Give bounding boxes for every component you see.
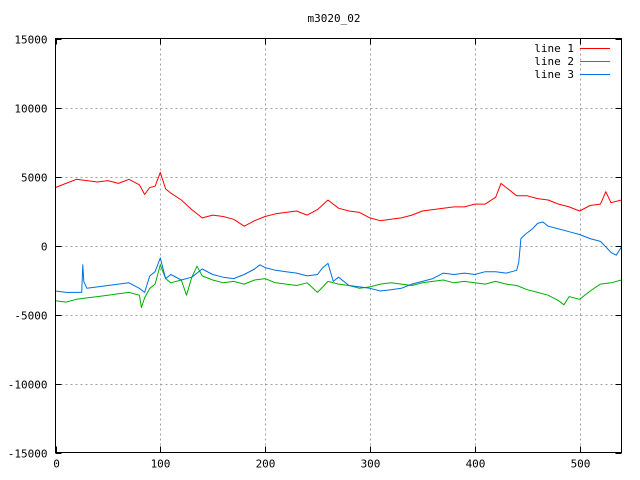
x-tick-label: 0	[53, 458, 60, 471]
y-tick-label: 15000	[14, 34, 47, 47]
series-line-2	[55, 264, 622, 309]
x-tick-label: 500	[571, 458, 591, 471]
legend-label: line 2	[534, 55, 574, 68]
tick-layer: 0 100 200 300 400 500 -15000 -10000 -5000 0 5000 10…	[8, 34, 622, 471]
plot-frame	[55, 38, 622, 453]
series-line-3	[55, 221, 622, 293]
y-tick-label: 10000	[14, 103, 47, 116]
x-tick-label: 400	[466, 458, 486, 471]
y-tick-label: 0	[41, 241, 48, 254]
series-layer	[55, 171, 622, 309]
y-tick-label: 5000	[21, 172, 48, 185]
x-tick-label: 300	[361, 458, 381, 471]
grid-layer	[55, 38, 622, 453]
y-tick-label: -5000	[14, 310, 47, 323]
y-tick-label: -15000	[8, 448, 48, 461]
x-tick-label: 100	[151, 458, 171, 471]
x-tick-label: 200	[256, 458, 276, 471]
series-line-1	[55, 171, 622, 227]
chart-title: m3020_02	[308, 12, 361, 25]
legend-label: line 3	[534, 68, 574, 81]
y-tick-label: -10000	[8, 379, 48, 392]
legend-label: line 1	[534, 42, 574, 55]
